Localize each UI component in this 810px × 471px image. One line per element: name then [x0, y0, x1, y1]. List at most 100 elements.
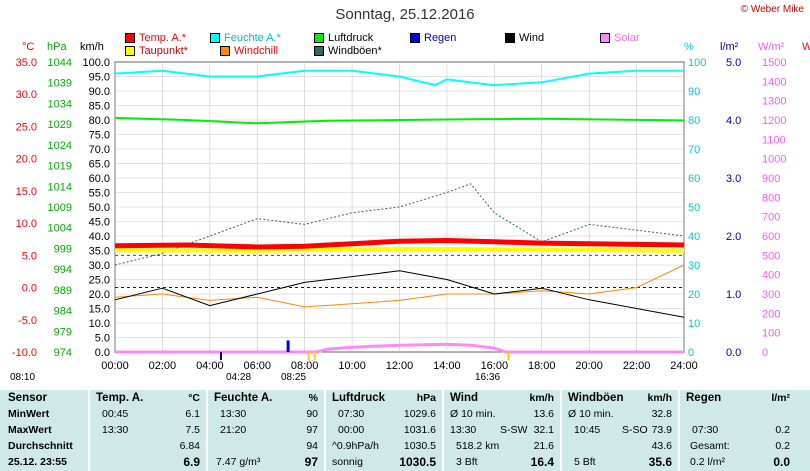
col-head: Luftdruck — [332, 392, 386, 404]
solar-tick-label: 1100 — [762, 134, 786, 146]
kmh-tick-label: 40.0 — [89, 231, 110, 243]
rain-tick-label: 2.0 — [726, 231, 741, 243]
max-time: 07:30 — [692, 424, 719, 436]
col-head: Temp. A. — [96, 392, 144, 404]
legend-pressure: Luftdruck — [314, 32, 373, 44]
legend-label: Windböen* — [328, 45, 382, 57]
solar-tick-label: 1400 — [762, 76, 786, 88]
x-tick-label: 10:00 — [338, 360, 366, 372]
kmh-tick-label: 100.0 — [82, 57, 110, 69]
x-tick-label: 12:00 — [386, 360, 414, 372]
avg-value: 6.84 — [179, 440, 200, 452]
min-label: Ø 10 min. — [568, 408, 614, 420]
kmh-tick-label: 15.0 — [89, 304, 110, 316]
kmh-unit: km/h — [80, 41, 104, 53]
col-head: Regen — [686, 392, 722, 404]
solar-tick-label: 300 — [762, 289, 780, 301]
solar-tick-label: 1300 — [762, 96, 786, 108]
min-value: 1029.6 — [403, 408, 436, 420]
legend-humidity: Feuchte A.* — [210, 32, 281, 44]
hpa-tick-label: 989 — [54, 285, 72, 297]
max-direction: S-SO — [622, 424, 648, 436]
legend-swatch — [410, 33, 420, 43]
solar-unit: W/m² — [758, 41, 785, 53]
hpa-tick-label: 1004 — [48, 223, 72, 235]
max-time: 10:45 — [574, 424, 601, 436]
legend-temp: Temp. A.* — [125, 32, 186, 44]
legend-label: Solar — [614, 32, 640, 44]
max-time: 21:20 — [220, 424, 247, 436]
solar-tick-label: 0 — [762, 347, 768, 359]
x-tick-label: 24:00 — [670, 360, 698, 372]
stats-col-pressure: Luftdruck hPa 07:30 1029.6 00:00 1031.6 … — [324, 390, 442, 471]
hpa-tick-label: 1014 — [48, 181, 72, 193]
x-tick-label: 14:00 — [433, 360, 461, 372]
hpa-tick-label: 984 — [54, 306, 72, 318]
legend-label: Wind — [519, 32, 545, 44]
temp-line — [114, 238, 685, 250]
solar-tick-label: 800 — [762, 192, 780, 204]
row-label-min: MinWert — [8, 408, 50, 420]
hpa-tick-label: 1039 — [48, 78, 72, 90]
hpa-tick-label: 1009 — [48, 202, 72, 214]
abs-humidity: 7.47 g/m³ — [216, 456, 261, 468]
solar-tick-label: 600 — [762, 231, 780, 243]
solar-tick-label: 1000 — [762, 154, 786, 166]
legend-swatch — [220, 46, 230, 56]
kmh-tick-label: 75.0 — [89, 130, 110, 142]
pct-tick-label: 20 — [688, 289, 700, 301]
solar-tick-label: 700 — [762, 212, 780, 224]
kmh-tick-label: 50.0 — [89, 202, 110, 214]
kmh-tick-label: 95.0 — [89, 72, 110, 84]
kmh-tick-label: 65.0 — [89, 159, 110, 171]
hpa-tick-label: 994 — [54, 264, 72, 276]
sunrise2-time: 08:25 — [281, 372, 307, 383]
col-unit: km/h — [529, 392, 554, 404]
solar-line — [115, 342, 684, 354]
temp-tick-label: 25.0 — [16, 121, 37, 133]
windchill-line — [114, 264, 685, 308]
legend-gusts: Windböen* — [314, 45, 382, 57]
solar-tick-label: 1200 — [762, 115, 786, 127]
max-value: 32.1 — [533, 424, 554, 436]
temp-tick-label: 30.0 — [16, 89, 37, 101]
beaufort: 3 Bft — [456, 456, 478, 468]
solar-tick-label: 900 — [762, 173, 780, 185]
avg-value: 94 — [306, 440, 318, 452]
temp-tick-label: 10.0 — [16, 218, 37, 230]
min-time: 07:30 — [338, 408, 365, 420]
sunset-time: 16:36 — [475, 372, 501, 383]
hpa-unit: hPa — [47, 41, 67, 53]
current-value: 97 — [304, 455, 318, 469]
pct-tick-label: 30 — [688, 260, 700, 272]
dewpoint-line — [114, 246, 685, 253]
hpa-tick-label: 974 — [54, 347, 72, 359]
col-head: Wind — [450, 392, 478, 404]
x-tick-label: 00:00 — [101, 360, 129, 372]
pct-tick-label: 60 — [688, 173, 700, 185]
x-tick-label: 02:00 — [149, 360, 177, 372]
current-value: 16.4 — [530, 455, 554, 469]
legend-dewpoint: Taupunkt* — [125, 45, 188, 57]
min-label: Ø 10 min. — [450, 408, 496, 420]
legend-swatch — [314, 46, 324, 56]
kmh-tick-label: 0.0 — [95, 347, 110, 359]
min-value: 90 — [306, 408, 318, 420]
beaufort: 5 Bft — [574, 456, 596, 468]
temp-tick-label: 0.0 — [22, 283, 37, 295]
col-head: Windböen — [568, 392, 624, 404]
hpa-tick-label: 1019 — [48, 161, 72, 173]
solar-tick-label: 100 — [762, 328, 780, 340]
rain-tick-label: 1.0 — [726, 289, 741, 301]
pct-tick-label: 70 — [688, 144, 700, 156]
trend: ^0.9hPa/h — [332, 440, 379, 452]
stats-col-labels: Sensor MinWert MaxWert Durchschnitt 25.1… — [0, 390, 88, 471]
rain-rate: 0.2 l/m² — [690, 456, 726, 468]
avg-value: 1030.5 — [403, 440, 436, 452]
forecast: sonnig — [332, 456, 363, 468]
legend-swatch — [314, 33, 324, 43]
row-label-avg: Durchschnitt — [8, 440, 73, 452]
rain-tick-label: 4.0 — [726, 115, 741, 127]
kmh-tick-label: 80.0 — [89, 115, 110, 127]
hpa-tick-label: 979 — [54, 326, 72, 338]
